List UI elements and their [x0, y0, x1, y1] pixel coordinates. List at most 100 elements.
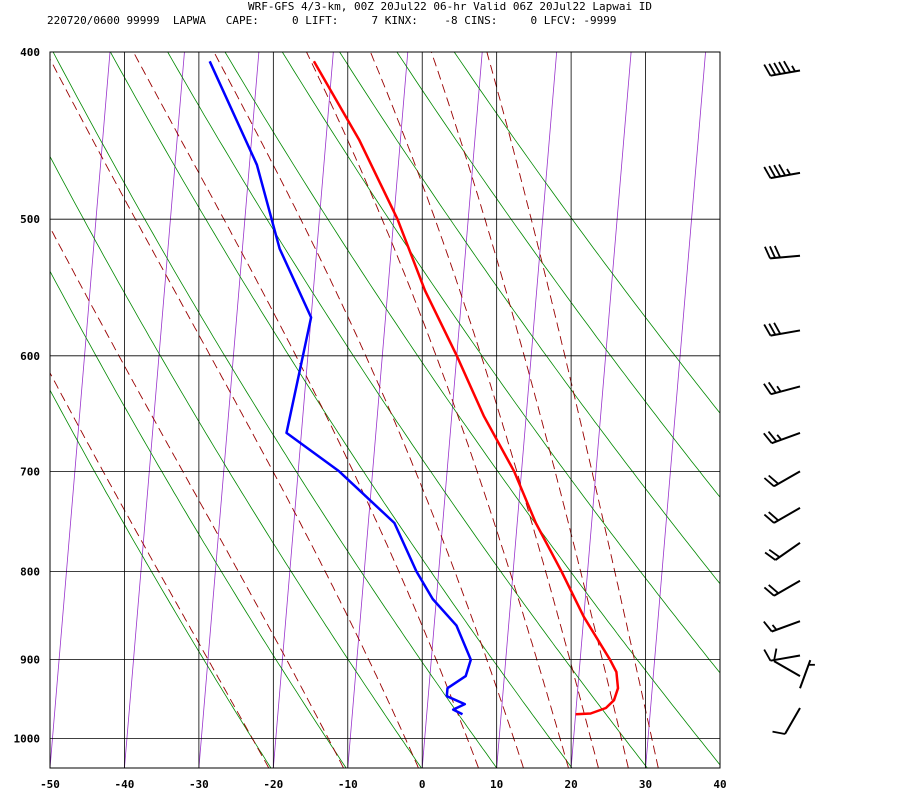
- barb-flag: [763, 477, 775, 487]
- barb-staff: [799, 659, 812, 689]
- barb-staff: [774, 541, 801, 561]
- dry-adiabat-line: [224, 52, 720, 766]
- dry-adiabat-line: [52, 52, 498, 768]
- barb-flag: [773, 648, 778, 662]
- barb-staff: [784, 707, 801, 735]
- isotherm-line: [347, 52, 409, 768]
- wind-barb: [763, 579, 801, 597]
- x-tick-label: -20: [263, 778, 283, 791]
- moist-adiabat-line: [306, 52, 569, 768]
- dry-adiabat-line: [396, 52, 720, 498]
- isotherm-line: [570, 52, 632, 768]
- y-tick-label: 400: [20, 46, 40, 59]
- barb-staff: [773, 579, 801, 597]
- y-tick-label: 500: [20, 213, 40, 226]
- temperature-profile: [312, 60, 620, 716]
- barb-flag: [776, 385, 782, 393]
- barb-flag: [763, 432, 773, 444]
- barb-flag: [778, 61, 786, 74]
- barb-flag: [767, 381, 777, 394]
- barb-staff: [773, 660, 801, 677]
- wind-barb: [763, 60, 801, 77]
- dry-adiabat-line: [50, 389, 272, 768]
- barb-flag: [763, 383, 772, 395]
- y-tick-label: 600: [20, 350, 40, 363]
- barb-flag: [768, 474, 779, 485]
- wind-barb: [764, 245, 801, 260]
- tick-labels: 400 500 600 700 800 900 1000 -50 -40 -30 -20 -10 0 10…: [14, 46, 727, 791]
- barb-flag: [764, 246, 771, 259]
- wind-barb: [763, 431, 801, 445]
- barb-flag: [763, 64, 772, 77]
- y-tick-label: 900: [20, 654, 40, 667]
- moist-adiabat-line: [369, 52, 599, 768]
- isotherm-line: [645, 52, 706, 768]
- barb-flag: [763, 324, 772, 337]
- x-tick-label: -30: [189, 778, 209, 791]
- barb-flag: [773, 164, 782, 177]
- x-tick-label: 40: [713, 778, 726, 791]
- wind-barb: [763, 507, 801, 524]
- x-tick-label: 0: [419, 778, 426, 791]
- barb-flag: [768, 584, 779, 594]
- barb-flag: [767, 431, 778, 443]
- isotherm-line: [198, 52, 260, 768]
- isotherm-line: [794, 52, 854, 768]
- barb-flag: [763, 621, 773, 633]
- barb-flag: [791, 65, 796, 72]
- moist-adiabat-line: [133, 52, 479, 768]
- moist-adiabat-line: [50, 226, 344, 768]
- isotherm-line: [869, 52, 900, 768]
- grid: [49, 51, 721, 768]
- barb-flag: [768, 323, 777, 336]
- barb-flag: [773, 62, 782, 75]
- x-tick-label: -50: [40, 778, 60, 791]
- barb-flag: [763, 586, 775, 597]
- dry-adiabat-line: [110, 52, 573, 768]
- barb-staff: [770, 254, 801, 260]
- barb-flag: [768, 63, 777, 76]
- x-tick-label: 10: [490, 778, 503, 791]
- moist-adiabat-line: [50, 371, 270, 768]
- dry-adiabat-line: [50, 155, 422, 768]
- barb-flag: [776, 434, 782, 441]
- dewpoint-profile: [208, 60, 473, 716]
- isotherm-line: [272, 52, 334, 768]
- wind-barb: [763, 649, 801, 662]
- barb-flag: [786, 168, 791, 176]
- barb-staff: [770, 654, 801, 662]
- wind-barb: [799, 659, 815, 689]
- wind-barb: [763, 163, 801, 180]
- barb-flag: [773, 322, 782, 335]
- background-lines: [50, 52, 900, 768]
- barb-staff: [770, 171, 801, 180]
- isotherm-line: [124, 52, 185, 768]
- barb-flag: [783, 60, 791, 73]
- isotherm-line: [421, 52, 483, 768]
- dry-adiabat-line: [281, 52, 720, 674]
- moist-adiabat-line: [430, 52, 629, 768]
- barb-flag: [768, 511, 779, 522]
- x-tick-label: -10: [338, 778, 358, 791]
- wind-barb: [764, 541, 801, 561]
- y-tick-label: 700: [20, 465, 40, 478]
- dry-adiabat-line: [453, 52, 720, 414]
- barb-flag: [772, 730, 786, 735]
- barb-flag: [768, 548, 781, 558]
- barb-staff: [773, 470, 801, 488]
- isotherm-line: [496, 52, 558, 768]
- chart-title: WRF-GFS 4/3-km, 00Z 20Jul22 06-hr Valid …: [248, 0, 652, 13]
- moist-adiabat-line: [50, 58, 419, 768]
- x-tick-label: 30: [639, 778, 652, 791]
- wind-barbs: [763, 60, 815, 735]
- barb-flag: [768, 165, 777, 178]
- barb-flag: [764, 551, 776, 561]
- series: [208, 60, 620, 716]
- isotherm-line: [50, 52, 111, 768]
- x-tick-label: -40: [115, 778, 135, 791]
- barb-flag: [763, 513, 775, 524]
- wind-barb: [763, 470, 801, 488]
- barb-staff: [773, 507, 801, 524]
- wind-barb: [773, 648, 801, 677]
